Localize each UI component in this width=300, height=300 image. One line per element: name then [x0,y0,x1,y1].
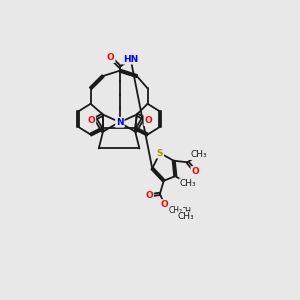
Text: O: O [145,191,153,200]
Text: N: N [116,118,124,127]
Text: O: O [88,116,95,125]
Text: CH₃: CH₃ [178,212,194,221]
Text: CH: CH [181,207,192,216]
Text: HN: HN [123,55,138,64]
Text: O: O [145,116,152,125]
Text: O: O [107,53,115,62]
Text: O: O [191,167,199,176]
Text: CH₃: CH₃ [190,150,207,159]
Text: ₂: ₂ [188,209,190,214]
Text: O: O [161,200,168,209]
Text: CH₂: CH₂ [168,206,182,215]
Text: S: S [157,148,163,158]
Text: CH₃: CH₃ [179,179,196,188]
